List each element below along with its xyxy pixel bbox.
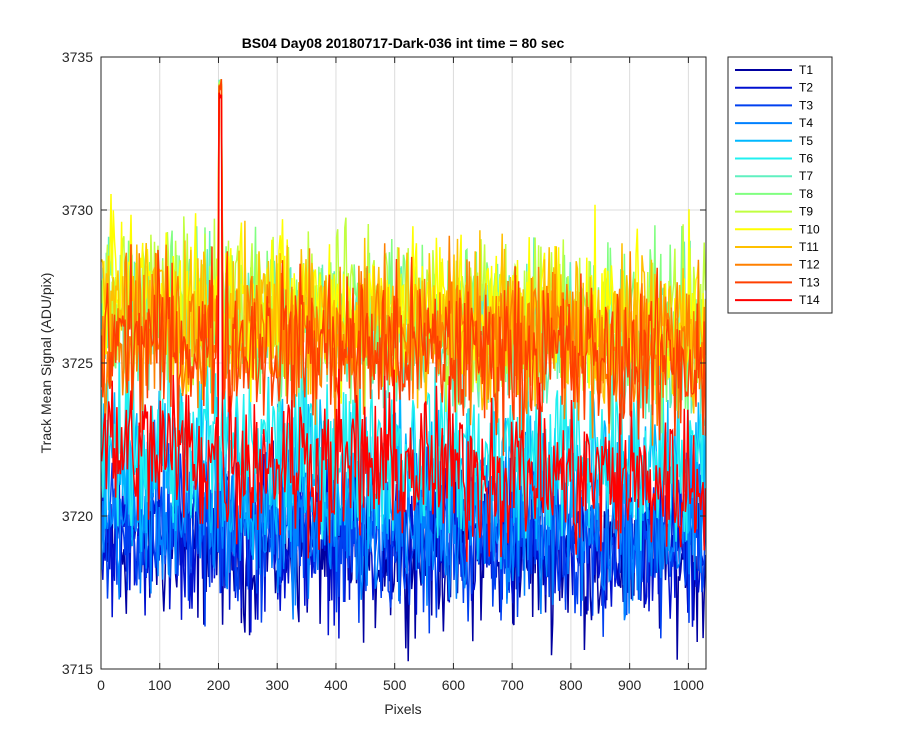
axis-ticks: 0 100 200 300 400 500 600 700 800 900 1000 3715 3720…	[62, 49, 706, 693]
y-tick-label: 3720	[62, 508, 93, 524]
x-tick-label: 200	[207, 677, 231, 693]
legend-label-t6: T6	[799, 152, 813, 166]
legend-label-t3: T3	[799, 98, 813, 112]
legend-label-t11: T11	[799, 240, 819, 254]
series-line-t14	[101, 92, 706, 562]
x-tick-label: 400	[324, 677, 348, 693]
y-tick-label: 3725	[62, 355, 93, 371]
legend-label-t5: T5	[799, 134, 813, 148]
x-tick-label: 300	[266, 677, 290, 693]
legend-label-t1: T1	[799, 63, 813, 77]
legend-label-t9: T9	[799, 205, 813, 219]
y-tick-label: 3730	[62, 202, 93, 218]
y-tick-label: 3735	[62, 49, 93, 65]
legend-label-t7: T7	[799, 169, 813, 183]
chart-title: BS04 Day08 20180717-Dark-036 int time = …	[242, 35, 565, 51]
series-line-t13	[101, 78, 706, 457]
legend-label-t8: T8	[799, 187, 813, 201]
x-tick-label: 1000	[673, 677, 704, 693]
legend-label-t2: T2	[799, 81, 813, 95]
legend: T1 T2 T3 T4 T5 T6 T7 T8 T9 T10 T11 T12 T13 T14	[727, 56, 833, 314]
x-tick-label: 900	[618, 677, 642, 693]
legend-box	[727, 56, 833, 314]
x-tick-label: 600	[442, 677, 466, 693]
x-tick-label: 500	[383, 677, 407, 693]
y-axis-label: Track Mean Signal (ADU/pix)	[38, 273, 54, 454]
legend-label-t4: T4	[799, 116, 813, 130]
x-tick-label: 100	[148, 677, 172, 693]
legend-label-t14: T14	[799, 293, 820, 307]
y-tick-label: 3715	[62, 661, 93, 677]
x-tick-label: 800	[559, 677, 583, 693]
x-tick-label: 0	[97, 677, 105, 693]
x-axis-label: Pixels	[384, 701, 421, 717]
legend-label-t12: T12	[799, 258, 820, 272]
series-lines	[101, 78, 706, 662]
legend-label-t10: T10	[799, 222, 820, 236]
legend-label-t13: T13	[799, 275, 820, 289]
series-line-t3	[101, 431, 706, 639]
x-tick-label: 700	[500, 677, 524, 693]
